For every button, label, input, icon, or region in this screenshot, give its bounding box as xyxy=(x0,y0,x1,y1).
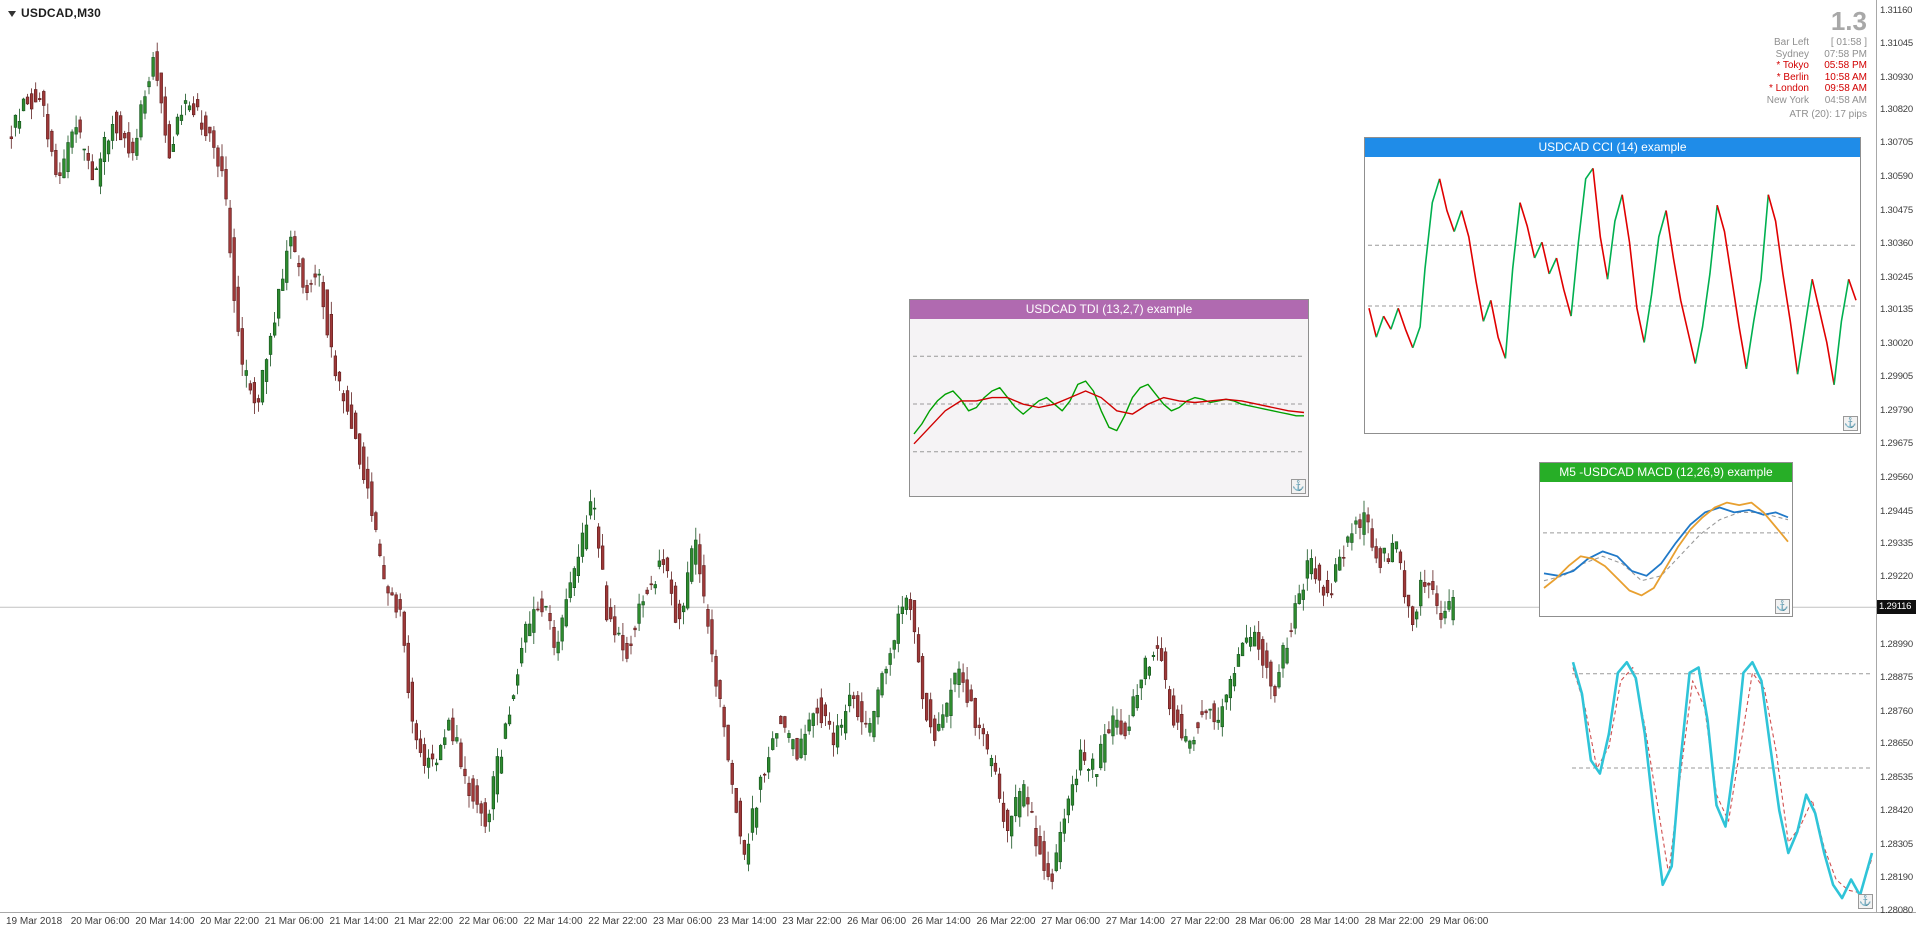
price-axis-label: 1.28535 xyxy=(1880,771,1913,783)
candlestick-chart xyxy=(0,42,1876,890)
price-axis-label: 1.29905 xyxy=(1880,371,1913,383)
price-axis-label: 1.30590 xyxy=(1880,171,1913,183)
price-axis-label: 1.28080 xyxy=(1880,904,1913,916)
price-axis-label: 1.31160 xyxy=(1880,4,1913,16)
time-axis-label: 23 Mar 22:00 xyxy=(782,916,842,927)
tdi-anchor-icon[interactable]: ⚓ xyxy=(1291,479,1306,494)
price-axis-label: 1.28760 xyxy=(1880,705,1913,717)
time-axis-label: 29 Mar 06:00 xyxy=(1429,916,1489,927)
cci-anchor-icon[interactable]: ⚓ xyxy=(1843,416,1858,431)
price-axis-label: 1.29560 xyxy=(1880,472,1913,484)
clock-city: * Berlin xyxy=(1776,71,1809,83)
cyan-oscillator-plot xyxy=(1571,660,1874,900)
clock-time: 05:58 PM xyxy=(1824,60,1867,71)
clock-time: [ 01:58 ] xyxy=(1830,37,1867,48)
price-axis-label: 1.28990 xyxy=(1880,638,1913,650)
clock-time: 09:58 AM xyxy=(1824,83,1867,94)
price-axis-label: 1.28650 xyxy=(1880,737,1913,749)
time-axis-label: 28 Mar 14:00 xyxy=(1300,916,1359,927)
price-axis-label: 1.28420 xyxy=(1880,805,1913,817)
cyan-oscillator-anchor-icon[interactable]: ⚓ xyxy=(1858,894,1873,909)
clock-city: * Tokyo xyxy=(1776,60,1809,71)
tdi-indicator-window[interactable]: USDCAD TDI (13,2,7) example ⚓ xyxy=(909,299,1309,497)
time-axis-label: 27 Mar 06:00 xyxy=(1041,916,1101,927)
current-price-tag: 1.29116 xyxy=(1877,600,1916,615)
price-axis-label: 1.29675 xyxy=(1880,438,1913,450)
time-axis-label: 20 Mar 14:00 xyxy=(135,916,195,927)
cci-indicator-window[interactable]: USDCAD CCI (14) example ⚓ xyxy=(1364,137,1861,434)
time-axis-label: 22 Mar 06:00 xyxy=(458,916,518,927)
time-axis-label: 20 Mar 22:00 xyxy=(200,916,260,927)
price-axis-label: 1.29445 xyxy=(1880,505,1913,517)
price-axis-label: 1.30135 xyxy=(1880,304,1913,315)
clock-city: New York xyxy=(1766,94,1809,106)
dropdown-arrow-icon[interactable] xyxy=(8,10,16,17)
time-axis-label: 28 Mar 22:00 xyxy=(1364,916,1424,927)
clock-row: * Tokyo 05:58 PM xyxy=(1637,60,1867,72)
clock-row: Sydney 07:58 PM xyxy=(1637,49,1867,61)
tdi-window-title[interactable]: USDCAD TDI (13,2,7) example xyxy=(910,300,1308,319)
price-axis-label: 1.29335 xyxy=(1880,537,1913,549)
price-axis-label: 1.29220 xyxy=(1880,571,1913,583)
price-axis[interactable]: 1.31160 1.31045 1.30930 1.30820 1.30705 1.305… xyxy=(1877,0,1916,916)
time-axis-label: 26 Mar 14:00 xyxy=(911,916,971,927)
time-axis-label: 22 Mar 14:00 xyxy=(523,916,583,927)
price-axis-label: 1.30020 xyxy=(1880,337,1913,349)
cci-plot xyxy=(1368,167,1857,385)
clock-time: 04:58 AM xyxy=(1824,94,1867,106)
time-axis-label: 20 Mar 06:00 xyxy=(70,916,130,927)
clock-time: 07:58 PM xyxy=(1824,48,1867,60)
tdi-plot xyxy=(913,355,1305,453)
time-axis-label: 28 Mar 06:00 xyxy=(1235,916,1295,927)
price-axis-label: 1.30705 xyxy=(1880,137,1913,149)
clock-city: * London xyxy=(1768,83,1809,94)
price-axis-separator xyxy=(1876,0,1877,912)
price-axis-label: 1.31045 xyxy=(1880,38,1913,50)
price-axis-label: 1.30360 xyxy=(1880,238,1913,250)
market-info-panel: 1.3 Bar Left[ 01:58 ] Sydney 07:58 PM * Tok… xyxy=(1637,8,1867,120)
macd-plot xyxy=(1543,501,1789,597)
price-axis-label: 1.28190 xyxy=(1880,872,1913,884)
time-axis-label: 26 Mar 06:00 xyxy=(847,916,907,927)
macd-window-title[interactable]: M5 -USDCAD MACD (12,26,9) example xyxy=(1540,463,1792,482)
price-axis-label: 1.28875 xyxy=(1880,672,1913,684)
symbol-timeframe-label: USDCAD,M30 xyxy=(8,6,101,20)
clock-city: Sydney xyxy=(1775,48,1809,60)
time-axis-label: 21 Mar 22:00 xyxy=(394,916,454,927)
price-axis-label: 1.30475 xyxy=(1880,204,1913,216)
time-axis-label: 27 Mar 22:00 xyxy=(1170,916,1230,927)
atr-label: ATR (20): 17 pips xyxy=(1789,109,1867,120)
time-axis-label: 27 Mar 14:00 xyxy=(1105,916,1165,927)
time-axis-label: 23 Mar 14:00 xyxy=(717,916,777,927)
clock-row: New York 04:58 AM xyxy=(1637,95,1867,107)
price-axis-label: 1.29790 xyxy=(1880,404,1913,416)
price-axis-label: 1.30820 xyxy=(1880,103,1913,115)
price-axis-label: 1.30930 xyxy=(1880,71,1913,83)
time-axis-label: 22 Mar 22:00 xyxy=(588,916,648,927)
clock-city: Bar Left xyxy=(1773,37,1809,48)
cci-window-title[interactable]: USDCAD CCI (14) example xyxy=(1365,138,1860,157)
time-axis-label: 26 Mar 22:00 xyxy=(976,916,1036,927)
time-axis-label: 19 Mar 2018 xyxy=(6,916,63,927)
price-axis-label: 1.30245 xyxy=(1880,271,1913,283)
clock-row: Bar Left [ 01:58 ] xyxy=(1637,37,1867,49)
time-axis-label: 23 Mar 06:00 xyxy=(653,916,712,927)
price-axis-label: 1.28305 xyxy=(1880,838,1913,850)
clock-row: * London 09:58 AM xyxy=(1637,83,1867,95)
big-price-value: 1.3 xyxy=(1830,6,1867,36)
session-clocks: Bar Left [ 01:58 ] Sydney 07:58 PM * Tokyo 05… xyxy=(1637,37,1867,106)
time-axis-label: 21 Mar 14:00 xyxy=(329,916,389,927)
clock-row: * Berlin 10:58 AM xyxy=(1637,72,1867,84)
time-axis[interactable]: 19 Mar 2018 20 Mar 06:00 20 Mar 14:00 20 Ma… xyxy=(0,913,1916,933)
chart-plot-area[interactable]: USDCAD,M30 xyxy=(0,0,1876,912)
macd-indicator-window[interactable]: M5 -USDCAD MACD (12,26,9) example ⚓ xyxy=(1539,462,1793,617)
time-axis-separator xyxy=(0,912,1916,913)
symbol-text: USDCAD,M30 xyxy=(21,6,102,20)
clock-time: 10:58 AM xyxy=(1824,71,1867,83)
macd-anchor-icon[interactable]: ⚓ xyxy=(1775,599,1790,614)
time-axis-label: 21 Mar 06:00 xyxy=(264,916,324,927)
